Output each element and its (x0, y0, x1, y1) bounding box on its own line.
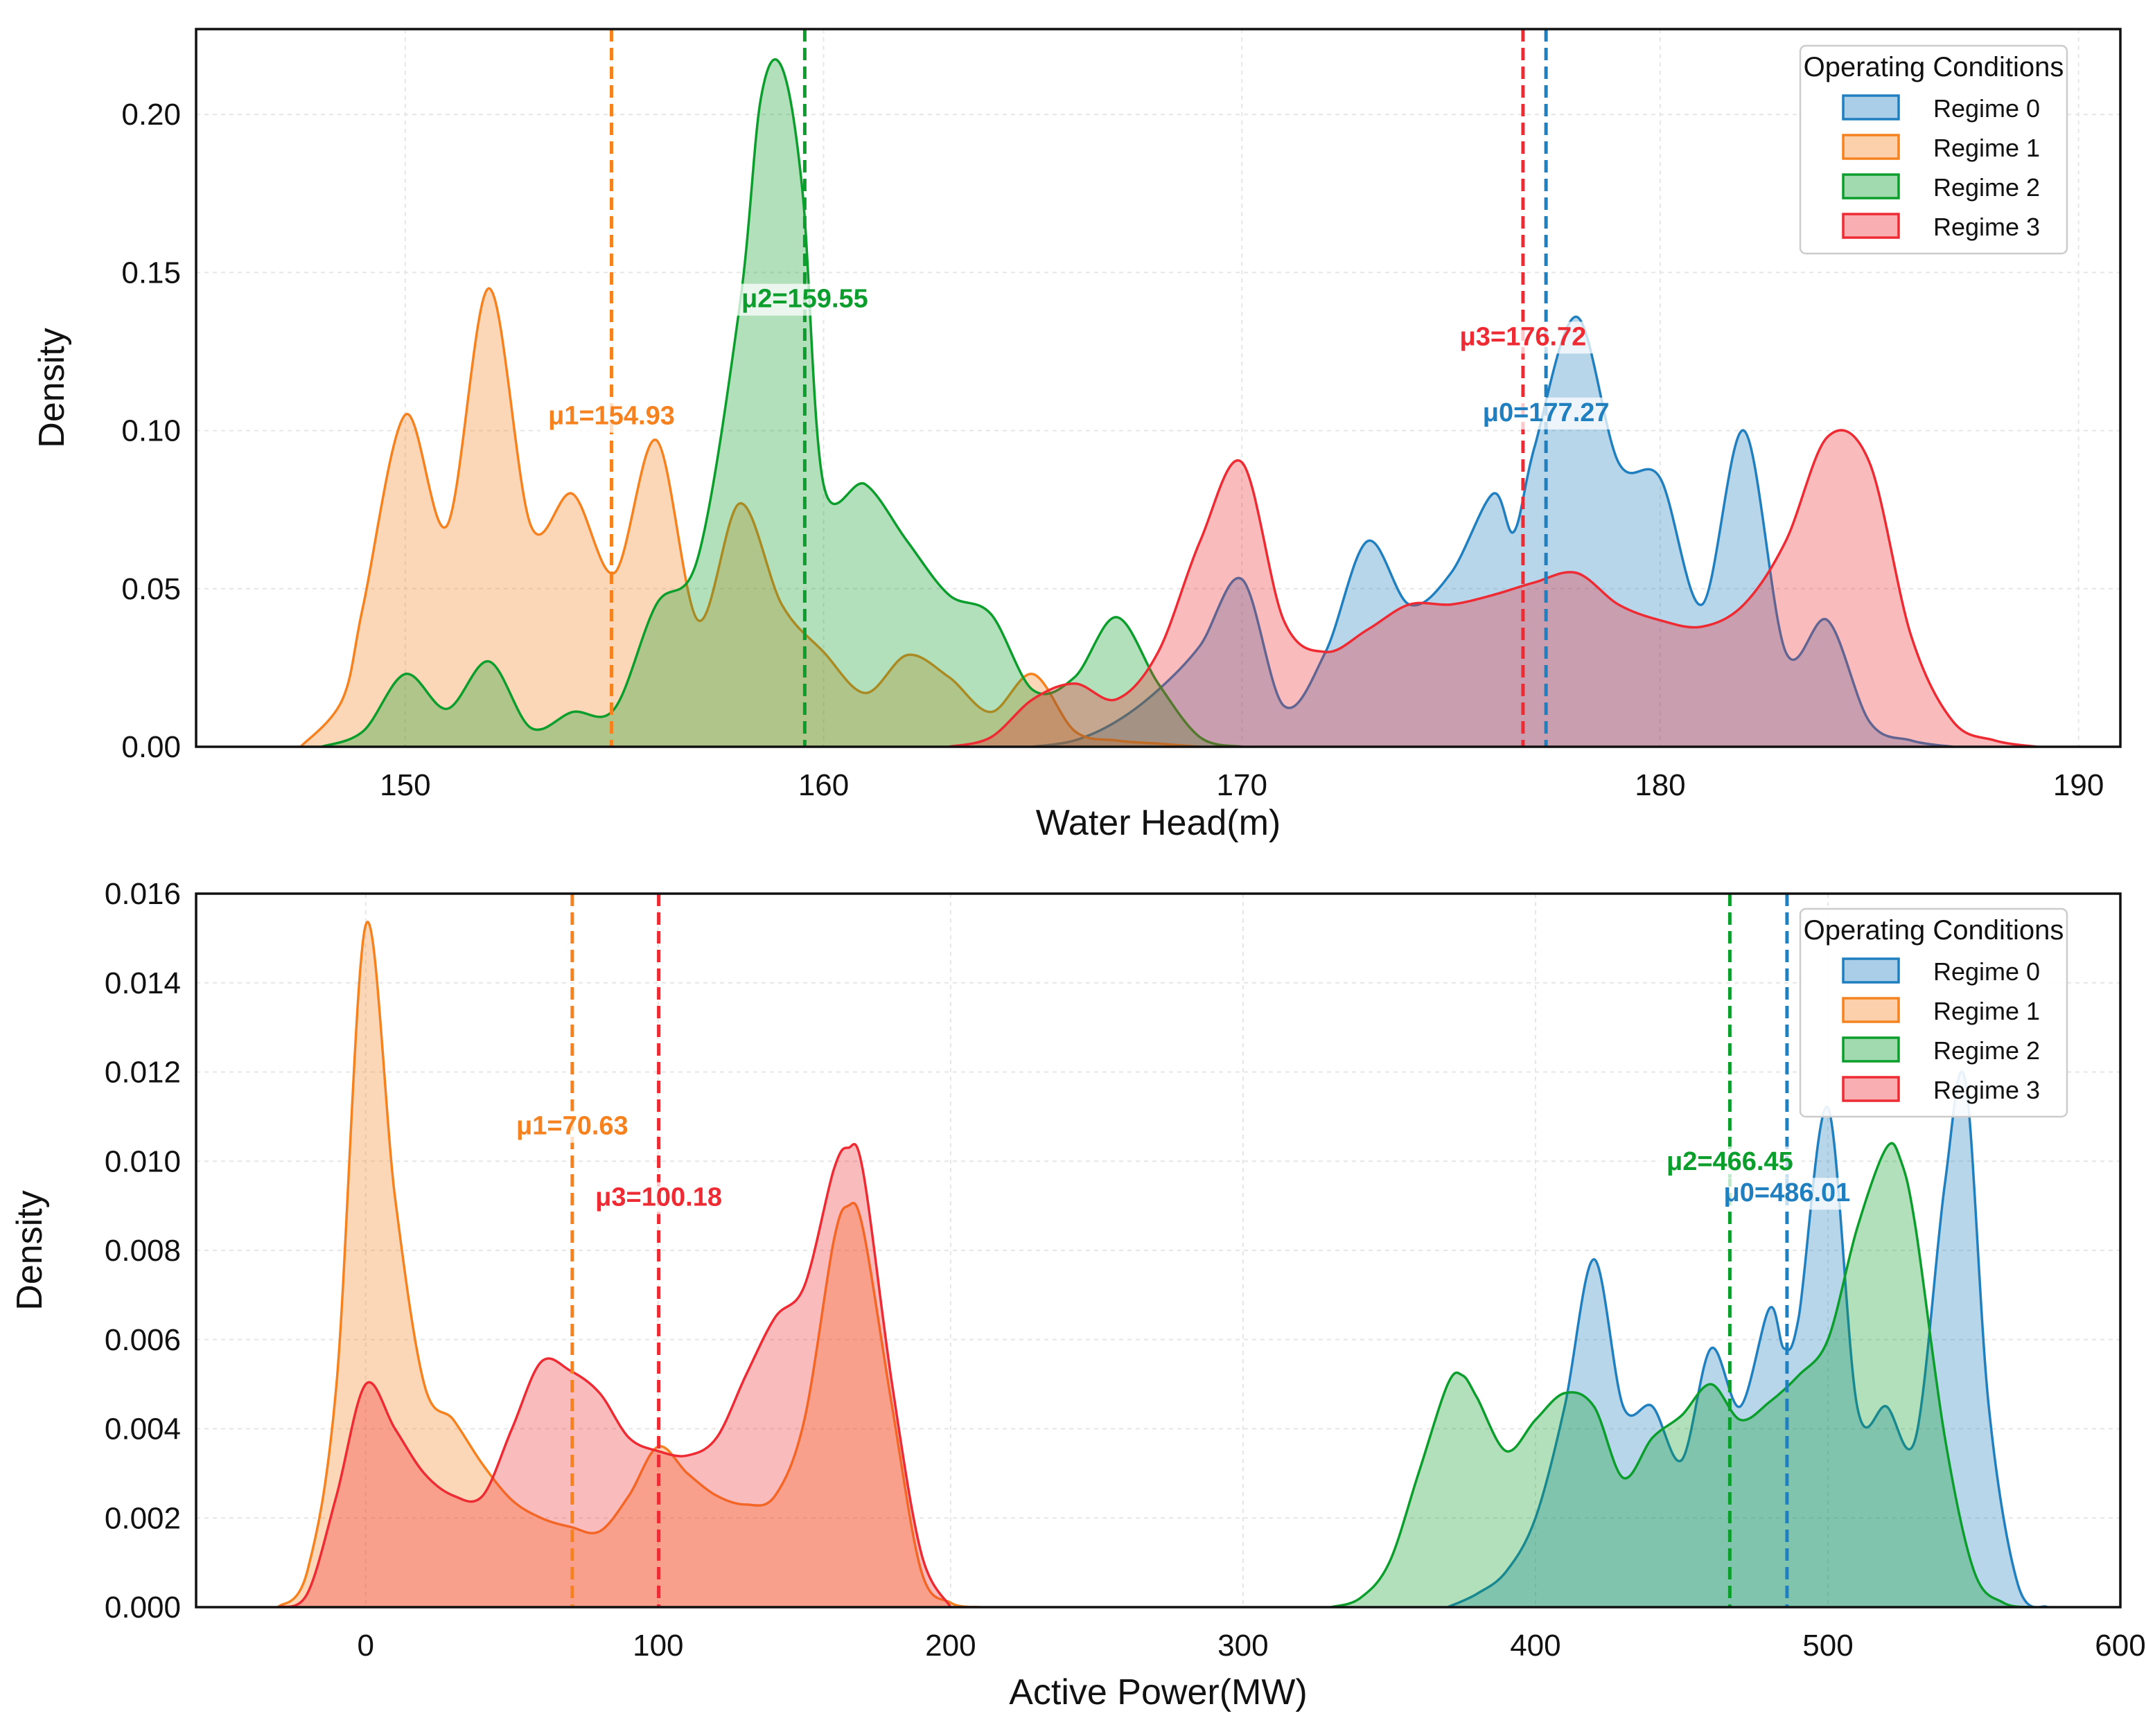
x-tick-label: 180 (1635, 768, 1685, 802)
axes-frame (195, 892, 2122, 1609)
series-line-regime-3 (949, 429, 2037, 747)
legend-label-regime-3: Regime 3 (1933, 213, 2040, 241)
mean-label-background (1474, 397, 1618, 429)
y-axis-label: Density (10, 1190, 50, 1310)
y-tick-label: 0.05 (121, 572, 181, 606)
legend-swatch-regime-0 (1842, 94, 1900, 121)
series-area-regime-1 (300, 288, 1200, 747)
mean-label-background (507, 1110, 637, 1143)
y-tick-label: 0.014 (105, 966, 181, 1000)
legend-swatch-regime-2 (1842, 1036, 1900, 1063)
mean-label-regime-3: μ3=100.18 (595, 1183, 722, 1212)
mean-label-background (586, 1182, 731, 1214)
x-tick-label: 150 (380, 768, 430, 802)
series-area-regime-2 (322, 59, 1242, 747)
y-tick-label: 0.10 (121, 414, 181, 448)
y-tick-label: 0.15 (121, 256, 181, 290)
legend-swatch-regime-1 (1842, 997, 1900, 1023)
mean-label-background (1451, 321, 1595, 354)
legend-swatch-regime-1 (1842, 134, 1900, 160)
legend-swatch-regime-3 (1842, 1076, 1900, 1102)
legend-label-regime-2: Regime 2 (1933, 1036, 2040, 1065)
y-tick-label: 0.008 (105, 1234, 181, 1268)
series-area-regime-3 (949, 430, 2037, 747)
mean-label-regime-0: μ0=177.27 (1483, 398, 1610, 427)
mean-label-background (732, 283, 877, 316)
series-area-regime-2 (1330, 1143, 2033, 1607)
legend-swatch-regime-2 (1842, 173, 1900, 200)
mean-label-background (1657, 1146, 1802, 1179)
series-area-regime-0 (1448, 1071, 2048, 1607)
mean-label-regime-1: μ1=70.63 (516, 1112, 628, 1141)
y-tick-label: 0.20 (121, 98, 181, 132)
axes-frame (195, 28, 2122, 748)
y-tick-label: 0.010 (105, 1144, 181, 1178)
y-tick-label: 0.004 (105, 1412, 181, 1446)
legend-label-regime-1: Regime 1 (1933, 997, 2040, 1025)
water-head-density-chart: 150 160 170 180 190 0.00 0.05 0.10 0.15 0.20 Water… (32, 28, 2122, 843)
x-axis-label: Water Head(m) (1036, 803, 1281, 843)
legend-label-regime-1: Regime 1 (1933, 134, 2040, 162)
mean-label-regime-0: μ0=486.01 (1724, 1178, 1851, 1207)
y-tick-label: 0.016 (105, 877, 181, 911)
series-line-regime-2 (1330, 1142, 2033, 1607)
y-tick-label: 0.000 (105, 1591, 181, 1624)
mean-label-regime-2: μ2=159.55 (741, 285, 868, 314)
legend-swatch-regime-3 (1842, 213, 1900, 239)
series-line-regime-1 (276, 921, 980, 1607)
x-tick-label: 170 (1217, 768, 1267, 802)
legend: Operating Conditions Regime 0 Regime 1 Regi… (1799, 907, 2068, 1118)
y-axis-label: Density (32, 328, 72, 448)
series-area-regime-1 (278, 921, 980, 1607)
series-line-regime-2 (321, 58, 1242, 747)
x-tick-label: 0 (358, 1629, 374, 1663)
x-tick-label: 400 (1510, 1629, 1560, 1663)
series-area-regime-3 (278, 1144, 951, 1607)
y-tick-label: 0.002 (105, 1501, 181, 1535)
legend-label-regime-0: Regime 0 (1933, 957, 2040, 986)
legend-label-regime-0: Regime 0 (1933, 94, 2040, 123)
mean-label-regime-3: μ3=176.72 (1460, 322, 1587, 351)
mean-label-regime-2: μ2=466.45 (1666, 1147, 1793, 1176)
legend: Operating Conditions Regime 0 Regime 1 Regi… (1799, 44, 2068, 255)
mean-label-background (1715, 1178, 1859, 1210)
x-tick-label: 100 (633, 1629, 683, 1663)
y-tick-label: 0.012 (105, 1056, 181, 1090)
x-tick-label: 600 (2095, 1629, 2145, 1663)
legend-title: Operating Conditions (1804, 915, 2064, 946)
x-tick-label: 500 (1802, 1629, 1853, 1663)
mean-label-regime-1: μ1=154.93 (548, 401, 675, 430)
legend-label-regime-3: Regime 3 (1933, 1076, 2040, 1104)
series-line-regime-1 (299, 287, 1201, 747)
legend-title: Operating Conditions (1804, 52, 2064, 82)
series-line-regime-3 (277, 1142, 952, 1607)
y-tick-label: 0.006 (105, 1323, 181, 1357)
series-area-regime-0 (1032, 317, 1953, 747)
plot-area (276, 894, 2048, 1607)
legend-label-regime-2: Regime 2 (1933, 173, 2040, 202)
mean-label-background (539, 400, 684, 433)
x-tick-label: 190 (2053, 768, 2104, 802)
x-tick-label: 300 (1217, 1629, 1268, 1663)
plot-area (299, 29, 2037, 747)
y-tick-label: 0.00 (121, 730, 181, 764)
legend-swatch-regime-0 (1842, 957, 1900, 984)
x-axis-label: Active Power(MW) (1009, 1672, 1307, 1712)
x-tick-label: 160 (798, 768, 849, 802)
x-tick-label: 200 (925, 1629, 976, 1663)
active-power-density-chart: 0 100 200 300 400 500 600 0.000 0.002 0.004 0.006 0… (10, 877, 2146, 1712)
